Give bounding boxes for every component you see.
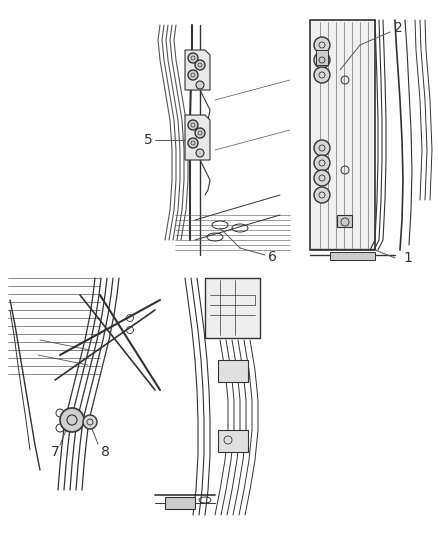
Bar: [205, 278, 260, 338]
Circle shape: [314, 52, 330, 68]
Circle shape: [314, 155, 330, 171]
Text: 5: 5: [144, 133, 152, 147]
Circle shape: [83, 415, 97, 429]
Text: 6: 6: [268, 250, 276, 264]
Polygon shape: [185, 115, 210, 160]
Circle shape: [314, 170, 330, 186]
Bar: [337, 215, 352, 227]
Circle shape: [195, 60, 205, 70]
Circle shape: [196, 149, 204, 157]
Text: 2: 2: [394, 21, 403, 35]
Circle shape: [196, 81, 204, 89]
Circle shape: [188, 120, 198, 130]
Bar: [316, 50, 328, 65]
Bar: [330, 252, 375, 260]
Text: 7: 7: [51, 445, 60, 459]
Circle shape: [188, 70, 198, 80]
Bar: [310, 20, 375, 250]
Circle shape: [188, 138, 198, 148]
Circle shape: [195, 128, 205, 138]
Circle shape: [314, 67, 330, 83]
Bar: [165, 497, 195, 509]
Circle shape: [188, 53, 198, 63]
Circle shape: [314, 187, 330, 203]
Text: 1: 1: [403, 251, 413, 265]
Circle shape: [60, 408, 84, 432]
Text: 8: 8: [101, 445, 110, 459]
Polygon shape: [185, 50, 210, 90]
Circle shape: [314, 37, 330, 53]
Circle shape: [314, 140, 330, 156]
Bar: [218, 360, 248, 382]
Bar: [218, 430, 248, 452]
